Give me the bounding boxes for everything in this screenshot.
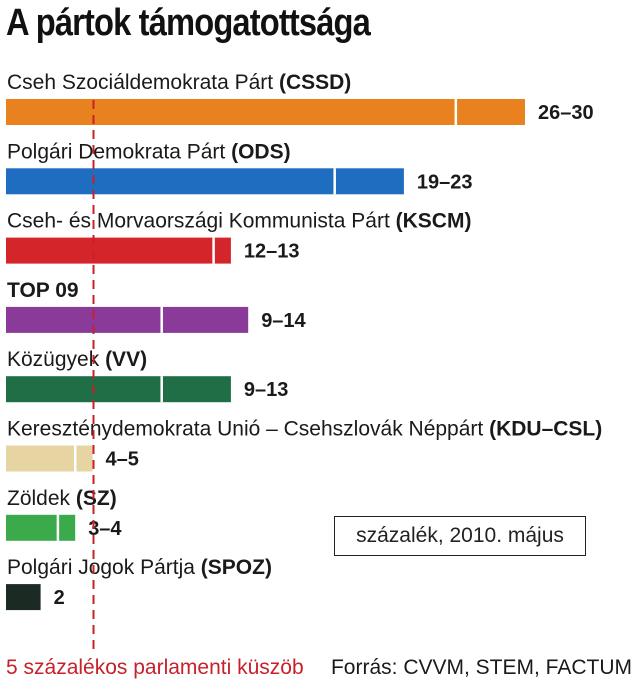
threshold-note: 5 százalékos parlamenti küszöb [6, 656, 304, 679]
party-name: Zöldek [7, 487, 76, 510]
value-label: 9–13 [244, 379, 289, 401]
value-label: 26–30 [538, 102, 594, 124]
party-label: Cseh Szociáldemokrata Párt (CSSD) [7, 71, 351, 94]
party-abbreviation: (VV) [105, 348, 147, 371]
value-label: 9–14 [261, 310, 306, 332]
party-label: Zöldek (SZ) [7, 487, 117, 510]
bar [6, 514, 76, 541]
source-note: Forrás: CVVM, STEM, FACTUM [330, 656, 632, 679]
value-label: 4–5 [106, 449, 139, 471]
party-abbreviation: (KDU–CSL) [489, 418, 602, 441]
unit-note-box: százalék, 2010. május [334, 516, 586, 556]
chart-title: A pártok támogatottsága [6, 2, 371, 44]
party-name: Közügyek [7, 348, 105, 371]
party-label: Közügyek (VV) [7, 348, 147, 371]
bar [6, 584, 41, 611]
party-label: Cseh- és Morvaországi Kommunista Párt (K… [7, 210, 471, 233]
bar [6, 376, 231, 403]
value-label: 3–4 [88, 518, 122, 540]
value-label: 2 [54, 587, 65, 609]
bar [6, 445, 93, 472]
party-name: Polgári Demokrata Párt [7, 140, 231, 163]
party-name: Polgári Jogok Pártja [7, 556, 201, 579]
bar [6, 168, 404, 195]
bar [6, 99, 525, 125]
party-abbreviation: (CSSD) [279, 71, 351, 94]
party-label: Kereszténydemokrata Unió – Csehszlovák N… [7, 418, 602, 441]
party-name: Kereszténydemokrata Unió – Csehszlovák N… [7, 418, 489, 441]
party-abbreviation: (ODS) [231, 140, 291, 163]
party-abbreviation: TOP 09 [7, 279, 79, 302]
party-label: Polgári Jogok Pártja (SPOZ) [7, 556, 272, 579]
value-label: 12–13 [244, 241, 300, 263]
bar [6, 306, 249, 333]
value-label: 19–23 [417, 171, 473, 193]
party-abbreviation: (SZ) [76, 487, 117, 510]
bar [6, 237, 231, 264]
party-abbreviation: (SPOZ) [201, 556, 272, 579]
party-name: Cseh Szociáldemokrata Párt [7, 71, 279, 94]
party-label: TOP 09 [7, 279, 79, 302]
party-name: Cseh- és Morvaországi Kommunista Párt [7, 210, 396, 233]
party-label: Polgári Demokrata Párt (ODS) [7, 140, 291, 163]
party-abbreviation: (KSCM) [396, 210, 472, 233]
